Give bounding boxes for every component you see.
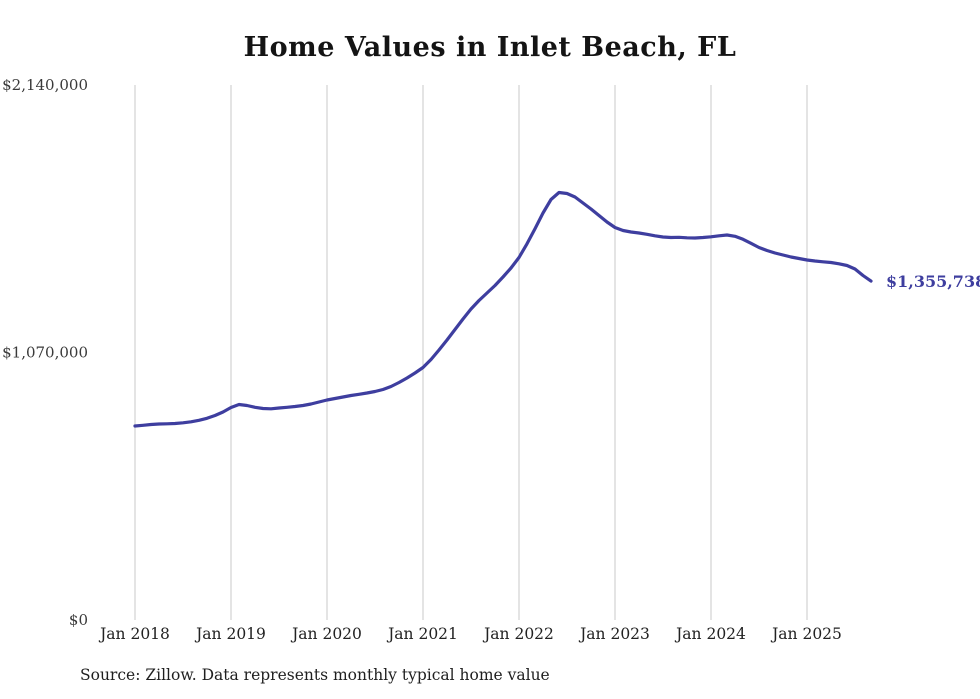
x-axis-tick-label: Jan 2024 — [674, 625, 746, 643]
y-axis-tick-label: $1,070,000 — [2, 344, 88, 362]
x-axis-tick-label: Jan 2021 — [386, 625, 458, 643]
y-axis-tick-label: $2,140,000 — [2, 76, 88, 94]
x-axis-tick-label: Jan 2020 — [290, 625, 362, 643]
home-value-series-line — [133, 190, 873, 428]
chart-title: Home Values in Inlet Beach, FL — [243, 32, 737, 63]
x-axis-tick-label: Jan 2025 — [770, 625, 842, 643]
y-axis-tick-label: $0 — [69, 611, 88, 629]
x-axis-tick-label: Jan 2019 — [194, 625, 266, 643]
end-value-label: $1,355,738 — [886, 272, 980, 291]
x-axis-tick-label: Jan 2023 — [578, 625, 650, 643]
x-axis-tick-label: Jan 2022 — [482, 625, 554, 643]
x-axis-tick-label: Jan 2018 — [98, 625, 170, 643]
source-note: Source: Zillow. Data represents monthly … — [80, 666, 550, 684]
